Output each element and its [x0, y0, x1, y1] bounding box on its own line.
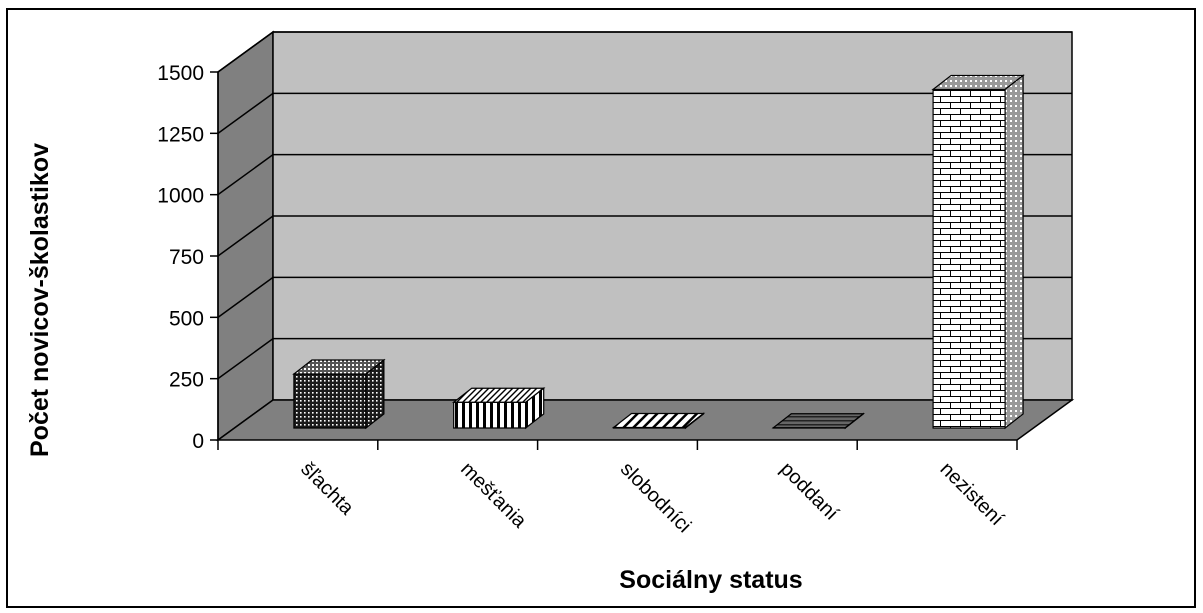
gridline — [217, 153, 1072, 196]
x-axis-title: Sociálny status — [619, 566, 802, 594]
y-tick-label: 500 — [169, 307, 204, 330]
bar-3-side — [684, 412, 705, 430]
x-tick-label: nezistení — [936, 458, 1008, 530]
bar-2-side — [525, 387, 545, 430]
y-tick-label: 1500 — [157, 62, 204, 85]
y-tick-label: 250 — [169, 369, 204, 392]
bar-2-front — [453, 401, 527, 429]
y-axis-title-text: Počet novicov-školastikov — [26, 143, 54, 457]
x-tick-label: slobodníci — [616, 458, 695, 537]
gridline — [217, 337, 1072, 380]
gridline — [217, 215, 1072, 257]
bar-4-side — [844, 412, 864, 430]
gridline — [217, 276, 1072, 318]
y-tick-label: 1250 — [157, 123, 204, 146]
x-tick-label: šľachta — [296, 458, 358, 520]
y-tick-label: 1000 — [157, 185, 204, 208]
y-tick-label: 750 — [169, 246, 204, 269]
bar-5-side — [1004, 74, 1024, 430]
y-tick-label: 0 — [192, 430, 204, 453]
x-tick-label: poddaní — [776, 458, 843, 525]
x-tick-label: mešťania — [456, 458, 531, 533]
bar-5-front — [932, 88, 1006, 429]
plot-area: 0 250 500 750 1000 1250 1500 šľachta mešťania slo… — [157, 30, 1075, 537]
gridline — [217, 92, 1072, 134]
bar-1-front — [293, 373, 367, 429]
y-axis-title: Počet novicov-školastikov — [26, 143, 54, 457]
bar-1-side — [365, 358, 385, 430]
gridline — [217, 31, 1072, 73]
